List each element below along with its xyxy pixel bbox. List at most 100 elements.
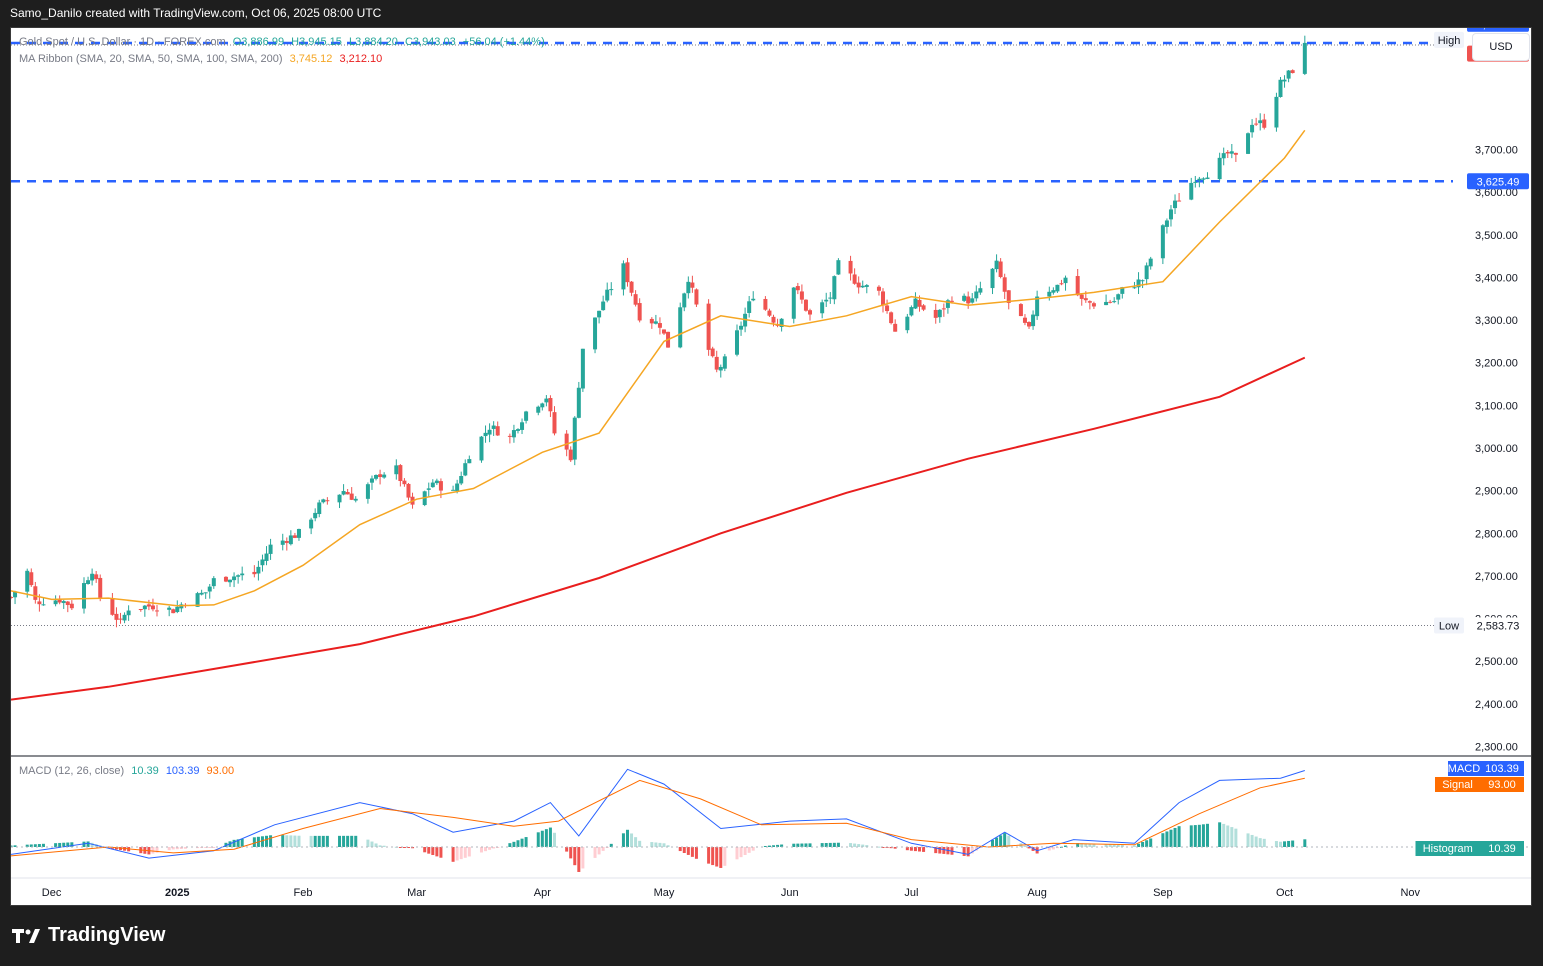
histogram-bar [1108, 844, 1112, 847]
histogram-bar [909, 847, 913, 851]
currency-selector[interactable]: USD [1472, 33, 1530, 61]
histogram-bar [435, 847, 439, 857]
candle-body [803, 299, 808, 311]
candle-body [694, 289, 699, 305]
histogram-bar [865, 845, 869, 847]
candle-body [479, 436, 484, 461]
histogram-bar [707, 847, 711, 864]
candle-body [467, 459, 472, 464]
histogram-bar [167, 847, 171, 851]
macd-tag-value-bg [1480, 777, 1524, 792]
histogram-bar [804, 843, 808, 847]
candle-body [309, 519, 314, 529]
candle-body [29, 572, 34, 586]
candle-body [649, 318, 654, 324]
histogram-bar [1047, 847, 1051, 851]
candle-body [572, 417, 577, 460]
histogram-bar [747, 847, 751, 853]
candle-body [451, 489, 456, 491]
y-tick-label: 3,200.00 [1475, 358, 1518, 370]
histogram-bar [151, 847, 155, 854]
histogram-bar [382, 845, 386, 847]
candle-body [236, 575, 241, 577]
histogram-bar [1246, 833, 1250, 847]
histogram-bar [1254, 836, 1258, 847]
histogram-bar [374, 843, 378, 847]
candle-body [203, 592, 208, 594]
histogram-bar [179, 847, 183, 849]
candle-body [406, 483, 411, 498]
histogram-bar [800, 843, 804, 847]
histogram-bar [715, 847, 719, 867]
candle-body [341, 491, 346, 495]
symbol-legend: Gold Spot / U.S. Dollar · 1D · FOREX.com… [19, 36, 545, 48]
candle-body [94, 574, 99, 580]
histogram-bar [297, 835, 301, 847]
candle-body [998, 261, 1003, 278]
hl-tag-text: High [1438, 35, 1461, 47]
macd-tag-value-bg [1480, 841, 1524, 856]
price-chart[interactable]: 2,300.002,400.002,500.002,600.002,700.00… [11, 28, 1531, 905]
histogram-bar [252, 837, 256, 847]
candle-body [937, 309, 942, 318]
candle-body [1047, 291, 1052, 297]
histogram-bar [877, 846, 881, 848]
candle-body [876, 286, 881, 291]
candle-body [1173, 200, 1178, 209]
candle-body [718, 366, 723, 371]
histogram-bar [411, 847, 415, 849]
candle-body [1258, 120, 1263, 124]
candle-body [1278, 79, 1283, 97]
macd-signal-value: 93.00 [206, 765, 235, 777]
x-tick-label: Nov [1400, 887, 1420, 899]
candle-body [1201, 178, 1206, 180]
candle-body [1018, 304, 1023, 317]
histogram-bar [155, 847, 159, 853]
histogram-bar [1218, 822, 1222, 847]
histogram-bar [905, 847, 909, 851]
candle-body [1225, 151, 1230, 154]
histogram-bar [889, 847, 893, 849]
candle-body [735, 330, 739, 355]
chart-frame[interactable]: 2,300.002,400.002,500.002,600.002,700.00… [10, 27, 1532, 906]
y-tick-label: 3,700.00 [1475, 145, 1518, 157]
candle-body [795, 286, 800, 291]
macd-tag-name: Signal [1442, 779, 1473, 791]
histogram-bar [439, 847, 443, 858]
histogram-bar [597, 847, 601, 855]
candle-body [1108, 301, 1113, 303]
y-tick-label: 2,900.00 [1475, 486, 1518, 498]
histogram-bar [565, 847, 569, 852]
candle-body [1079, 294, 1084, 299]
candle-body [1229, 151, 1234, 154]
histogram-bar [54, 843, 58, 847]
histogram-bar [658, 842, 662, 847]
candle-body [597, 310, 602, 318]
candle-body [41, 604, 46, 606]
candle-body [256, 566, 261, 574]
histogram-bar [467, 847, 471, 857]
histogram-bar [767, 845, 771, 847]
candle-body [909, 307, 914, 316]
hl-tag-bg [1434, 31, 1464, 48]
macd-label[interactable]: MACD (12, 26, close) [19, 765, 125, 777]
macd-tag-name: Histogram [1423, 843, 1473, 855]
symbol-title[interactable]: Gold Spot / U.S. Dollar · 1D · FOREX.com [19, 36, 226, 48]
macd-tag-value: 103.39 [1485, 763, 1519, 775]
candle-body [146, 604, 151, 607]
candle-body [1132, 287, 1137, 289]
candle-body [1262, 119, 1267, 128]
candle-body [260, 559, 265, 566]
ma-ribbon-label[interactable]: MA Ribbon (SMA, 20, SMA, 50, SMA, 100, S… [19, 53, 283, 65]
histogram-bar [325, 835, 329, 847]
histogram-bar [1027, 847, 1031, 849]
sma-200-line [11, 356, 1306, 701]
histogram-bar [593, 847, 597, 858]
histogram-bar [962, 847, 966, 856]
histogram-bar [269, 835, 273, 847]
histogram-bar [1007, 835, 1011, 847]
histogram-bar [857, 844, 861, 847]
y-tick-label: 2,300.00 [1475, 741, 1518, 753]
histogram-bar [11, 845, 13, 847]
candle-body [580, 348, 585, 389]
